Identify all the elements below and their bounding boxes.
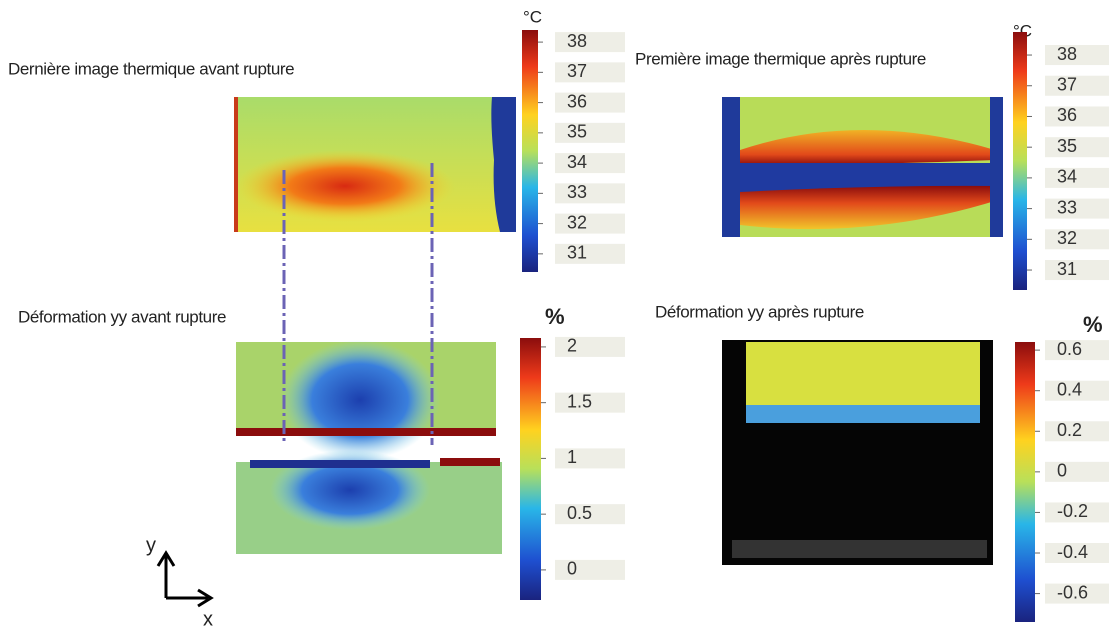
tick-label: 31	[1057, 259, 1077, 279]
tick-label-box	[1045, 198, 1109, 219]
panel-title: Dernière image thermique avant rupture	[8, 59, 294, 78]
tick-label: 33	[1057, 197, 1077, 217]
tick-label: 32	[567, 212, 587, 232]
tick-label-box	[1045, 106, 1109, 127]
tick-label-box	[555, 392, 625, 413]
tick-label: 32	[1057, 228, 1077, 248]
thermal-image-after	[722, 97, 1003, 237]
tick-label-box	[555, 504, 625, 525]
unit-label: %	[545, 304, 565, 329]
tick-label: 38	[567, 31, 587, 51]
tick-label-box	[1045, 167, 1109, 188]
axis-arrows	[156, 550, 214, 608]
tick-label: 37	[567, 61, 587, 81]
tick-label: 35	[567, 122, 587, 142]
tick-label: 37	[1057, 75, 1077, 95]
tick-label-box	[1045, 137, 1109, 158]
tick-label: 0	[567, 559, 577, 579]
strain-image-before	[236, 340, 502, 554]
panel-title: Première image thermique après rupture	[635, 49, 926, 68]
tick-label: 2	[567, 336, 577, 356]
tick-label-box	[555, 213, 625, 234]
colorbar	[1013, 32, 1027, 290]
tick-label: 34	[567, 152, 587, 172]
tick-label: 0.2	[1057, 420, 1082, 440]
tick-label: 36	[1057, 105, 1077, 125]
tick-label-box	[1045, 75, 1109, 96]
tick-label-box	[555, 62, 625, 83]
panel-title: Déformation yy avant rupture	[18, 307, 226, 326]
tick-label-box	[1045, 340, 1109, 361]
tick-label-box	[555, 183, 625, 204]
tick-label: 38	[1057, 44, 1077, 64]
tick-label: 31	[567, 243, 587, 263]
tick-label: -0.2	[1057, 501, 1088, 521]
tick-label: 0	[1057, 461, 1067, 481]
tick-label-box	[1045, 502, 1109, 523]
tick-label: 0.5	[567, 503, 592, 523]
tick-label: -0.4	[1057, 542, 1088, 562]
dashed-guide	[282, 163, 434, 445]
tick-label: 0.4	[1057, 379, 1082, 399]
unit-label: °C	[523, 7, 542, 26]
tick-label: 1	[567, 447, 577, 467]
axis-label: x	[203, 608, 213, 630]
thermal-image-before	[234, 97, 516, 232]
tick-label-box	[555, 336, 625, 357]
tick-label-box	[1045, 380, 1109, 401]
tick-label-box	[555, 448, 625, 469]
tick-label: -0.6	[1057, 582, 1088, 602]
tick-label-box	[555, 559, 625, 580]
tick-label-box	[555, 122, 625, 143]
panel-title: Déformation yy après rupture	[655, 302, 864, 321]
axis-label: y	[146, 534, 156, 556]
colorbar	[1015, 342, 1035, 622]
tick-label-box	[555, 32, 625, 53]
tick-label-box	[1045, 45, 1109, 66]
tick-label: 33	[567, 182, 587, 202]
tick-label-box	[555, 92, 625, 113]
colorbar	[520, 338, 541, 600]
strain-image-after	[722, 340, 993, 565]
tick-label: 0.6	[1057, 339, 1082, 359]
tick-label-box	[1045, 260, 1109, 281]
tick-label: 34	[1057, 167, 1077, 187]
tick-label-box	[555, 243, 625, 264]
tick-label-box	[1045, 583, 1109, 604]
tick-label: 36	[567, 91, 587, 111]
tick-label: 35	[1057, 136, 1077, 156]
tick-label-box	[1045, 421, 1109, 442]
tick-label-box	[1045, 461, 1109, 482]
tick-label-box	[1045, 543, 1109, 564]
tick-label: 1.5	[567, 391, 592, 411]
tick-label-box	[555, 153, 625, 174]
tick-label-box	[1045, 229, 1109, 250]
unit-label: %	[1083, 312, 1103, 337]
colorbar	[522, 30, 538, 272]
